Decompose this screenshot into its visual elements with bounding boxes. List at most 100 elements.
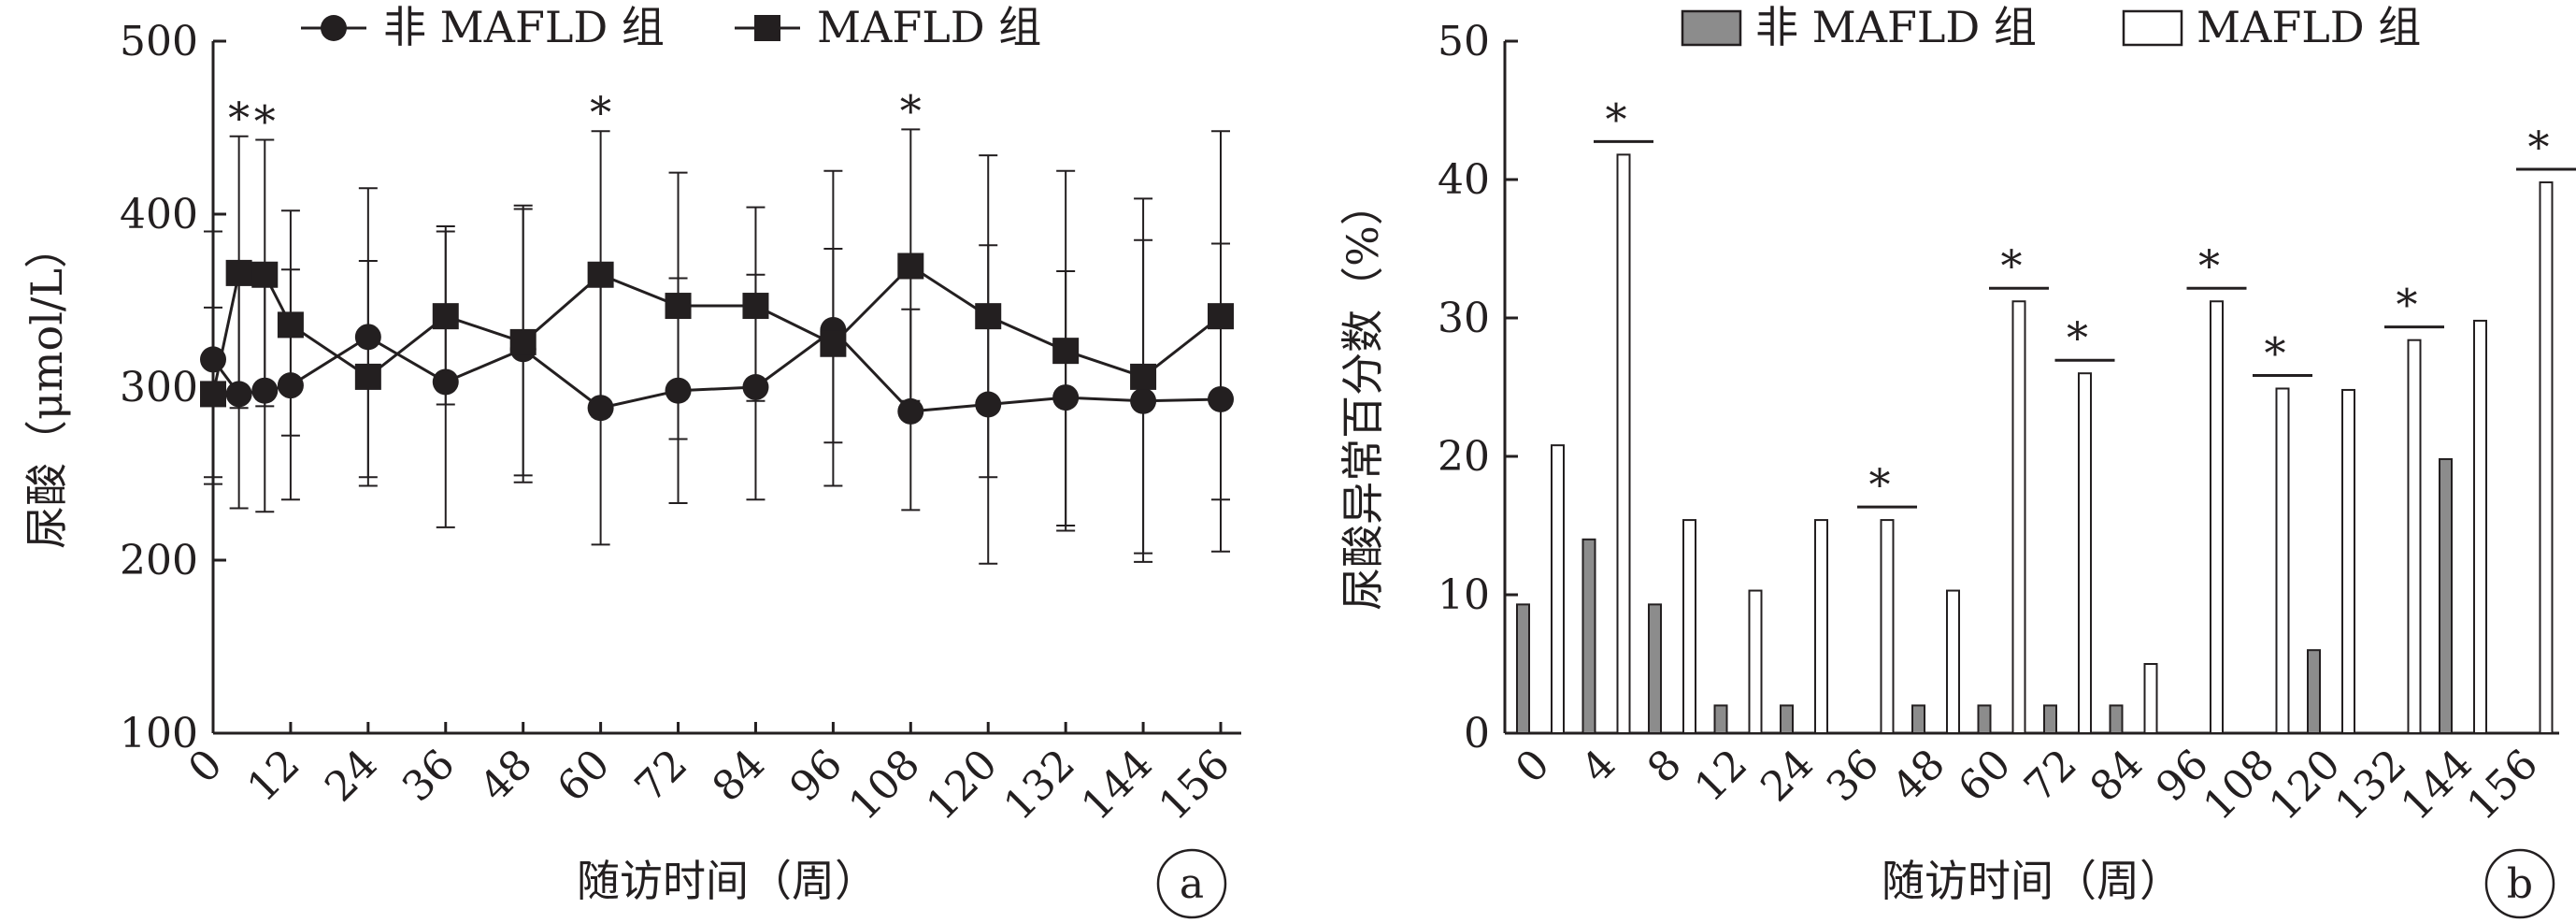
data-point-square xyxy=(975,303,1002,330)
significance-star: * xyxy=(228,93,250,143)
x-tick-label: 84 xyxy=(2082,741,2153,812)
data-point-circle xyxy=(1208,385,1234,412)
data-point-square xyxy=(1130,363,1157,390)
y-tick-label: 200 xyxy=(120,537,198,584)
bar-series-1 xyxy=(1616,153,1631,735)
y-tick-label: 30 xyxy=(1438,295,1490,342)
x-tick-label: 60 xyxy=(1950,741,2021,812)
panel-label-circle xyxy=(1156,848,1227,919)
significance-star: * xyxy=(2067,312,2088,363)
bar-series-0 xyxy=(1977,704,1992,735)
data-point-square xyxy=(1208,303,1234,330)
data-point-circle xyxy=(277,372,304,399)
data-point-square xyxy=(354,363,381,390)
x-tick-label: 84 xyxy=(704,741,775,812)
data-point-square xyxy=(432,303,459,330)
x-tick-label: 36 xyxy=(394,741,465,812)
x-tick-label: 48 xyxy=(471,741,542,812)
x-tick-label: 72 xyxy=(2015,741,2086,812)
bar-series-1 xyxy=(2473,319,2487,734)
y-axis-title: 尿酸异常百分数（%） xyxy=(1338,182,1388,611)
x-tick-label: 132 xyxy=(995,741,1083,829)
x-tick-label: 156 xyxy=(1150,741,1238,829)
y-tick-label: 10 xyxy=(1438,571,1490,619)
significance-star: * xyxy=(590,87,611,137)
data-point-square xyxy=(820,330,847,357)
significance-star: * xyxy=(2265,327,2286,378)
significance-star: * xyxy=(900,85,922,136)
y-tick-label: 40 xyxy=(1438,156,1490,204)
data-point-square xyxy=(277,311,304,339)
data-point-square xyxy=(1052,338,1080,365)
data-point-circle xyxy=(975,391,1002,418)
legend-label: MAFLD 组 xyxy=(817,2,1041,52)
legend-marker-square xyxy=(754,15,780,41)
y-tick-label: 300 xyxy=(120,364,198,411)
panel-label-circle xyxy=(2484,848,2555,919)
x-tick-label: 36 xyxy=(1818,741,1889,812)
series-line-0 xyxy=(211,327,1222,413)
data-point-square xyxy=(587,261,614,288)
data-point-circle xyxy=(432,368,459,396)
x-tick-label: 24 xyxy=(1752,741,1823,812)
x-tick-label: 12 xyxy=(1686,741,1757,812)
data-point-square xyxy=(225,259,252,286)
legend: 非 MAFLD 组 MAFLD 组 xyxy=(1681,2,2421,52)
bar-series-1 xyxy=(2078,372,2092,734)
bar-series-1 xyxy=(1551,444,1565,734)
bar-series-1 xyxy=(2407,339,2422,734)
significance-star: * xyxy=(2198,240,2220,291)
x-tick-label: 48 xyxy=(1883,741,1954,812)
data-point-square xyxy=(742,293,769,320)
data-point-square xyxy=(251,261,279,288)
x-tick-label: 108 xyxy=(840,741,929,829)
legend-label: MAFLD 组 xyxy=(2197,2,2421,52)
bar-series-1 xyxy=(2210,300,2224,734)
bar-series-0 xyxy=(1648,603,1662,734)
significance-star: * xyxy=(254,95,276,146)
x-tick-label: 60 xyxy=(549,741,620,812)
bar-series-1 xyxy=(1880,519,1895,735)
significance-star: * xyxy=(2397,280,2418,330)
x-tick-label: 120 xyxy=(918,741,1007,829)
series-line-1 xyxy=(211,264,1222,395)
x-tick-label: 96 xyxy=(781,741,852,812)
panel-label: b xyxy=(2507,860,2533,908)
data-point-circle xyxy=(587,395,614,422)
legend-label: 非 MAFLD 组 xyxy=(383,2,665,52)
data-point-circle xyxy=(897,397,924,425)
panel-label: a xyxy=(1180,860,1204,908)
bar-series-0 xyxy=(2439,457,2453,734)
x-tick-label: 12 xyxy=(238,741,309,812)
data-point-circle xyxy=(225,381,252,408)
bar-series-0 xyxy=(1780,704,1794,735)
data-point-circle xyxy=(354,324,381,351)
significance-star: * xyxy=(2001,240,2023,291)
bar-series-0 xyxy=(1516,603,1530,734)
data-point-circle xyxy=(665,377,692,404)
bar-series-1 xyxy=(2011,300,2026,734)
data-point-square xyxy=(509,328,537,355)
x-axis-title: 随访时间（周） xyxy=(577,856,878,906)
data-point-square xyxy=(200,381,226,408)
bar-series-1 xyxy=(1682,519,1696,735)
bar-series-0 xyxy=(2043,704,2057,735)
x-tick-label: 156 xyxy=(2458,741,2547,829)
x-tick-label: 144 xyxy=(1072,741,1161,829)
data-point-square xyxy=(665,293,692,320)
bar-series-0 xyxy=(1581,538,1596,734)
x-tick-label: 0 xyxy=(1507,741,1559,793)
data-point-circle xyxy=(1052,384,1080,411)
legend-marker-circle xyxy=(321,15,347,41)
data-point-circle xyxy=(742,374,769,400)
bar-series-0 xyxy=(2307,649,2321,735)
bar-series-1 xyxy=(1814,519,1828,735)
y-tick-label: 20 xyxy=(1438,433,1490,481)
legend-swatch xyxy=(2122,9,2183,47)
x-axis-title: 随访时间（周） xyxy=(1882,856,2182,906)
x-tick-label: 4 xyxy=(1572,741,1624,793)
legend: 非 MAFLD 组 MAFLD 组 xyxy=(301,2,1041,52)
